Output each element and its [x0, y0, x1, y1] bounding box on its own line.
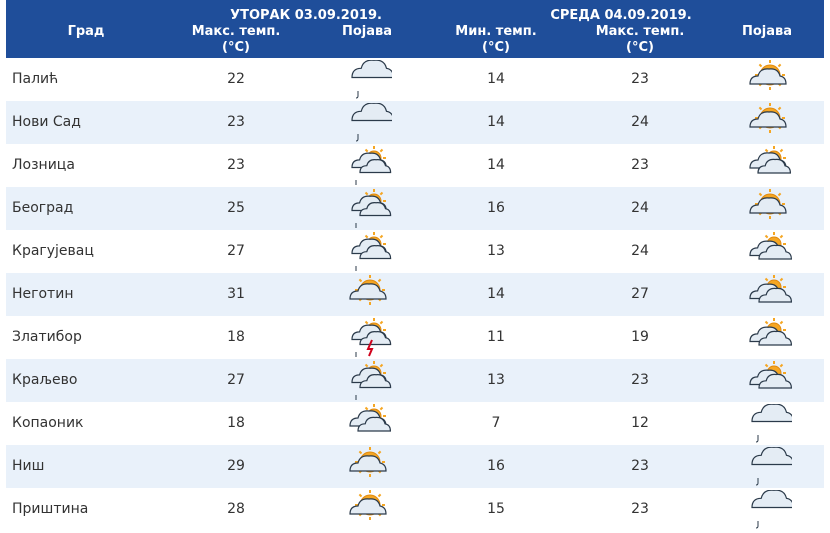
table-row: Београд 25 16 24: [6, 187, 824, 231]
table-row: Златибор 18 11 19: [6, 316, 824, 360]
city-name: Ниш: [12, 458, 45, 474]
max-temp-label: Макс. темп.: [191, 24, 281, 39]
partly-cloudy-drizzle-icon: [344, 361, 392, 403]
sun-behind-cloud-icon: [344, 275, 392, 314]
city-name: Нови Сад: [12, 114, 81, 130]
wednesday-date-header: СРЕДА 04.09.2019.: [550, 8, 692, 23]
table-row: Нови Сад 23 14 24: [6, 101, 824, 144]
sun-behind-cloud-icon: [344, 447, 392, 486]
tuesday-max-temp: 27: [227, 372, 245, 388]
wednesday-phenomenon-header: Појава: [741, 24, 793, 39]
cloud-drizzle-icon: [744, 489, 795, 529]
table-row: Ниш 29 16 23: [6, 445, 824, 488]
table-header: Град УТОРАК 03.09.2019. Макс. темп. (°C)…: [6, 0, 824, 58]
sun-behind-cloud-icon: [744, 60, 792, 99]
tuesday-max-temp: 23: [227, 114, 245, 130]
max-temp-label: Макс. темп.: [595, 24, 685, 39]
wednesday-min-temp: 14: [487, 157, 505, 173]
partly-cloudy-icon: [744, 361, 793, 400]
wednesday-max-temp: 23: [631, 71, 649, 87]
city-name: Краљево: [12, 372, 78, 388]
wednesday-max-temp: 23: [631, 501, 649, 517]
unit-label: (°C): [482, 40, 510, 55]
cloud-with-sun-icon: [744, 146, 792, 185]
wednesday-min-temp-header: Мин. темп. (°C): [446, 24, 546, 56]
tuesday-max-temp: 23: [227, 157, 245, 173]
cloud-with-sun-icon: [344, 404, 392, 443]
partly-cloudy-drizzle-icon: [344, 146, 392, 188]
wednesday-min-temp: 14: [487, 114, 505, 130]
sun-behind-cloud-icon: [744, 103, 792, 142]
wednesday-max-temp: 27: [631, 286, 649, 302]
tuesday-max-temp: 31: [227, 286, 245, 302]
partly-cloudy-icon: [744, 275, 793, 314]
wednesday-min-temp: 15: [487, 501, 505, 517]
city-column-header: Град: [67, 24, 105, 39]
wednesday-min-temp: 14: [487, 286, 505, 302]
tuesday-max-temp: 27: [227, 243, 245, 259]
tuesday-max-temp: 18: [227, 329, 245, 345]
wednesday-max-temp: 12: [631, 415, 649, 431]
tuesday-max-temp: 29: [227, 458, 245, 474]
wednesday-min-temp: 7: [491, 415, 501, 431]
tuesday-max-temp: 25: [227, 200, 245, 216]
tuesday-max-temp: 22: [227, 71, 245, 87]
table-row: Палић 22 14 23: [6, 58, 824, 101]
tuesday-max-temp: 28: [227, 501, 245, 517]
partly-cloudy-icon: [744, 318, 793, 357]
wednesday-max-temp: 23: [631, 157, 649, 173]
tuesday-phenomenon-header: Појава: [341, 24, 393, 39]
thunderstorm-icon: [344, 318, 392, 360]
wednesday-min-temp: 13: [487, 243, 505, 259]
wednesday-max-temp-header: Макс. темп. (°C): [590, 24, 690, 56]
tuesday-date-header: УТОРАК 03.09.2019.: [230, 8, 382, 23]
wednesday-min-temp: 16: [487, 200, 505, 216]
min-temp-label: Мин. темп.: [455, 24, 537, 39]
table-row: Лозница 23 14 23: [6, 144, 824, 188]
cloud-drizzle-icon: [744, 446, 795, 486]
tuesday-max-temp-header: Макс. темп. (°C): [186, 24, 286, 56]
wednesday-max-temp: 23: [631, 372, 649, 388]
table-body: Палић 22 14 23 Нови Сад 23 14 24 Лозница…: [6, 58, 824, 531]
wednesday-max-temp: 19: [631, 329, 649, 345]
table-row: Неготин 31 14 27: [6, 273, 824, 316]
city-name: Неготин: [12, 286, 74, 302]
wednesday-max-temp: 24: [631, 200, 649, 216]
city-name: Златибор: [12, 329, 82, 345]
sun-behind-cloud-icon: [344, 490, 392, 529]
cloud-drizzle-icon: [744, 403, 795, 443]
wednesday-min-temp: 11: [487, 329, 505, 345]
table-row: Копаоник 18 7 12: [6, 402, 824, 445]
city-name: Палић: [12, 71, 59, 87]
partly-cloudy-drizzle-icon: [344, 232, 392, 274]
city-name: Београд: [12, 200, 74, 216]
wednesday-min-temp: 13: [487, 372, 505, 388]
city-name: Копаоник: [12, 415, 84, 431]
wednesday-max-temp: 24: [631, 243, 649, 259]
cloud-drizzle-icon: [344, 102, 395, 142]
wednesday-min-temp: 16: [487, 458, 505, 474]
table-row: Приштина 28 15 23: [6, 488, 824, 531]
partly-cloudy-icon: [744, 232, 793, 271]
city-name: Крагујевац: [12, 243, 94, 259]
table-row: Крагујевац 27 13 24: [6, 230, 824, 274]
sun-behind-cloud-icon: [744, 189, 792, 228]
forecast-table: Град УТОРАК 03.09.2019. Макс. темп. (°C)…: [6, 0, 824, 531]
wednesday-min-temp: 14: [487, 71, 505, 87]
table-row: Краљево 27 13 23: [6, 359, 824, 403]
wednesday-max-temp: 23: [631, 458, 649, 474]
city-name: Лозница: [12, 157, 75, 173]
wednesday-max-temp: 24: [631, 114, 649, 130]
unit-label: (°C): [626, 40, 654, 55]
tuesday-max-temp: 18: [227, 415, 245, 431]
city-name: Приштина: [12, 501, 89, 517]
cloud-drizzle-icon: [344, 59, 395, 99]
unit-label: (°C): [222, 40, 250, 55]
partly-cloudy-drizzle-icon: [344, 189, 392, 231]
